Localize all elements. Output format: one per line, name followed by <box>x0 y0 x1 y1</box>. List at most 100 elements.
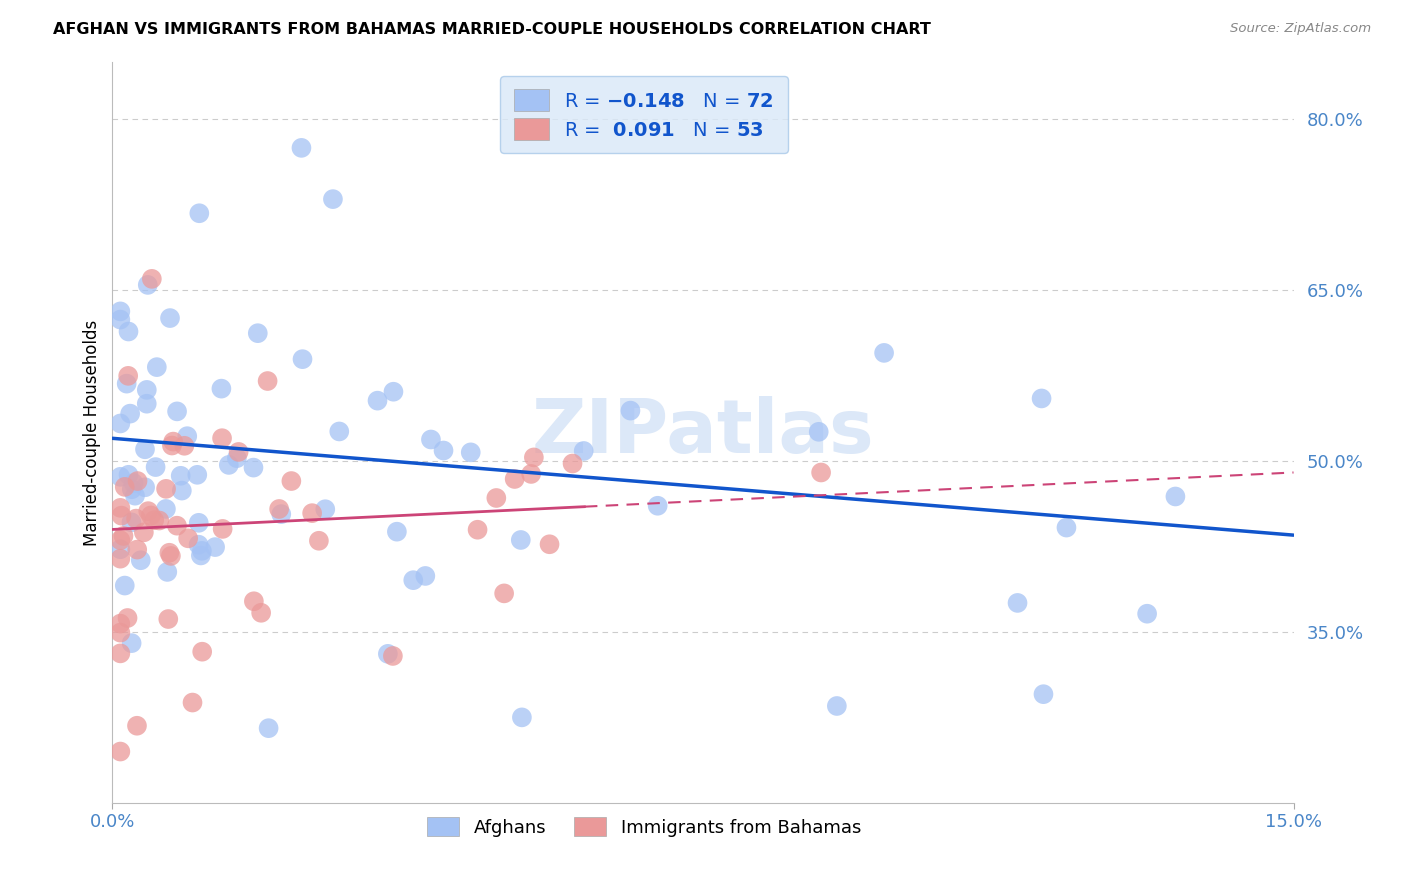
Point <box>162 434 184 449</box>
Point <box>308 533 330 548</box>
Text: AFGHAN VS IMMIGRANTS FROM BAHAMAS MARRIED-COUPLE HOUSEHOLDS CORRELATION CHART: AFGHAN VS IMMIGRANTS FROM BAHAMAS MARRIE… <box>53 22 931 37</box>
Text: ZIPatlas: ZIPatlas <box>531 396 875 469</box>
Point <box>110 304 132 318</box>
Point <box>136 504 159 518</box>
Point <box>246 326 269 341</box>
Point <box>117 325 139 339</box>
Point <box>110 616 132 631</box>
Point <box>204 540 226 554</box>
Point <box>494 586 516 600</box>
Point <box>160 549 183 563</box>
Point <box>135 397 157 411</box>
Point <box>187 538 209 552</box>
Point <box>1136 607 1159 621</box>
Point <box>124 489 146 503</box>
Point <box>314 502 336 516</box>
Point <box>170 468 193 483</box>
Point <box>322 192 344 206</box>
Point <box>460 445 482 459</box>
Point <box>121 636 143 650</box>
Point <box>186 467 208 482</box>
Point <box>538 537 561 551</box>
Point <box>159 311 181 326</box>
Point <box>328 425 350 439</box>
Y-axis label: Married-couple Households: Married-couple Households <box>83 319 101 546</box>
Legend: Afghans, Immigrants from Bahamas: Afghans, Immigrants from Bahamas <box>418 807 870 846</box>
Point <box>1032 687 1054 701</box>
Point <box>415 569 437 583</box>
Point <box>250 606 273 620</box>
Point <box>619 403 641 417</box>
Point <box>117 368 139 383</box>
Point <box>280 474 302 488</box>
Point <box>218 458 240 472</box>
Point <box>187 516 209 530</box>
Point <box>1031 392 1053 406</box>
Point <box>503 472 526 486</box>
Point <box>1164 490 1187 504</box>
Point <box>825 698 848 713</box>
Point <box>181 696 204 710</box>
Point <box>110 417 132 431</box>
Point <box>211 431 233 445</box>
Point <box>432 443 454 458</box>
Point <box>166 518 188 533</box>
Point <box>173 439 195 453</box>
Point <box>157 546 180 560</box>
Point <box>377 647 399 661</box>
Point <box>873 346 896 360</box>
Point <box>269 502 291 516</box>
Point <box>156 565 179 579</box>
Point <box>110 745 132 759</box>
Point <box>243 594 266 608</box>
Point <box>402 573 425 587</box>
Point <box>110 500 132 515</box>
Point <box>134 442 156 457</box>
Point <box>139 508 162 523</box>
Point <box>177 531 200 545</box>
Point <box>1056 520 1078 534</box>
Point <box>257 721 280 735</box>
Point <box>125 511 148 525</box>
Point <box>127 542 149 557</box>
Point <box>256 374 278 388</box>
Point <box>647 499 669 513</box>
Point <box>810 466 832 480</box>
Point <box>120 516 142 530</box>
Point <box>510 710 533 724</box>
Point <box>209 382 232 396</box>
Point <box>561 457 583 471</box>
Point <box>467 523 489 537</box>
Point <box>122 476 145 491</box>
Point <box>132 525 155 540</box>
Point <box>191 544 214 558</box>
Text: Source: ZipAtlas.com: Source: ZipAtlas.com <box>1230 22 1371 36</box>
Point <box>170 483 193 498</box>
Point <box>110 312 132 326</box>
Point <box>134 480 156 494</box>
Point <box>176 429 198 443</box>
Point <box>190 549 212 563</box>
Point <box>382 384 405 399</box>
Point <box>120 407 142 421</box>
Point <box>520 467 543 481</box>
Point <box>385 524 408 539</box>
Point <box>420 433 443 447</box>
Point <box>290 141 312 155</box>
Point <box>211 522 233 536</box>
Point <box>509 533 531 547</box>
Point <box>141 272 163 286</box>
Point <box>148 514 170 528</box>
Point <box>270 507 292 521</box>
Point <box>110 625 132 640</box>
Point <box>136 277 159 292</box>
Point <box>485 491 508 505</box>
Point <box>110 551 132 566</box>
Point <box>125 719 148 733</box>
Point <box>155 502 177 516</box>
Point <box>112 529 135 543</box>
Point <box>291 352 314 367</box>
Point <box>166 404 188 418</box>
Point <box>110 508 132 523</box>
Point <box>115 376 138 391</box>
